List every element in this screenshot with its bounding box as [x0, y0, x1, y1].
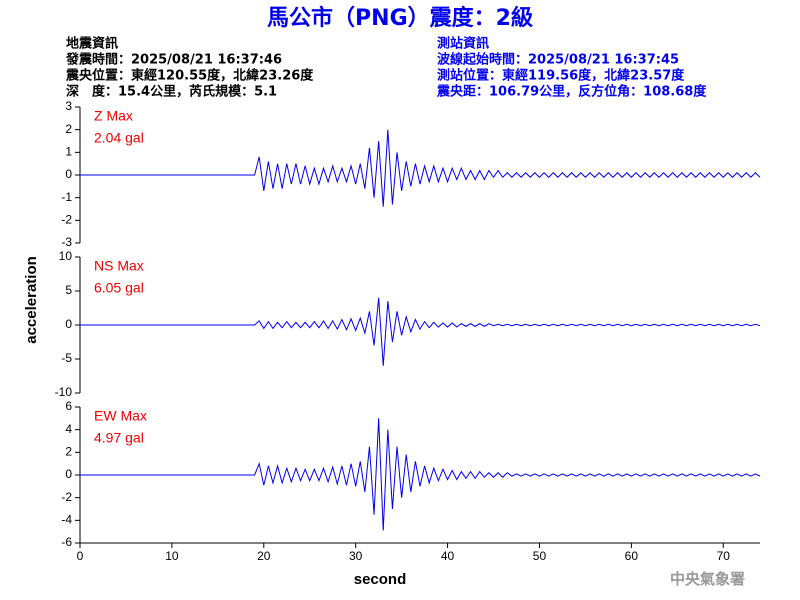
x-tick-label: 10: [165, 549, 179, 563]
max-label: 2.04 gal: [94, 130, 144, 146]
y-tick-label: 0: [65, 467, 72, 481]
y-tick-label: 4: [65, 422, 72, 436]
y-tick-label: 10: [59, 249, 73, 263]
y-tick-label: -5: [61, 351, 72, 365]
y-tick-label: 0: [65, 167, 72, 181]
waveform: [80, 418, 761, 531]
y-tick-label: -1: [61, 190, 72, 204]
info-line: 震央距：106.79公里，反方位角：108.68度: [436, 84, 707, 100]
panel-label: EW Max: [94, 408, 147, 424]
y-tick-label: -4: [61, 513, 72, 527]
x-tick-label: 40: [441, 549, 455, 563]
info-line: 深 度：15.4公里，芮氏規模：5.1: [66, 84, 277, 100]
info-line: 波線起始時間：2025/08/21 16:37:45: [437, 52, 679, 68]
info-line: 測站資訊: [437, 36, 489, 52]
y-tick-label: 6: [65, 399, 72, 413]
agency-mark: 中央氣象署: [670, 570, 745, 588]
y-tick-label: 5: [65, 283, 72, 297]
y-tick-label: -6: [61, 535, 72, 549]
panel-label: Z Max: [94, 108, 133, 124]
y-tick-label: 1: [65, 145, 72, 159]
chart-title: 馬公市（PNG）震度：2級: [267, 5, 533, 31]
x-axis-title: second: [354, 571, 407, 588]
event-info: 地震資訊 發震時間：2025/08/21 16:37:46 震央位置：東經120…: [65, 36, 314, 100]
max-label: 4.97 gal: [94, 430, 144, 446]
info-line: 震央位置：東經120.55度，北緯23.26度: [65, 68, 314, 84]
x-tick-label: 70: [717, 549, 731, 563]
y-tick-label: -2: [61, 490, 72, 504]
waveform: [80, 129, 761, 207]
y-tick-label: 2: [65, 445, 72, 459]
info-line: 測站位置：東經119.56度，北緯23.57度: [437, 68, 685, 84]
y-tick-label: 0: [65, 317, 72, 331]
waveform: [80, 297, 761, 366]
panel-label: NS Max: [94, 258, 144, 274]
info-line: 地震資訊: [66, 36, 118, 52]
max-label: 6.05 gal: [94, 280, 144, 296]
x-tick-label: 20: [257, 549, 271, 563]
x-tick-label: 0: [77, 549, 84, 563]
station-info: 測站資訊 波線起始時間：2025/08/21 16:37:45 測站位置：東經1…: [436, 36, 707, 100]
x-tick-label: 30: [349, 549, 363, 563]
y-tick-label: 3: [65, 99, 72, 113]
y-tick-label: -10: [55, 385, 73, 399]
y-tick-label: -3: [61, 235, 72, 249]
x-tick-label: 50: [533, 549, 547, 563]
x-tick-label: 60: [625, 549, 639, 563]
y-tick-label: 2: [65, 122, 72, 136]
y-axis-title: acceleration: [23, 256, 40, 344]
y-tick-label: -2: [61, 213, 72, 227]
info-line: 發震時間：2025/08/21 16:37:46: [65, 52, 282, 68]
